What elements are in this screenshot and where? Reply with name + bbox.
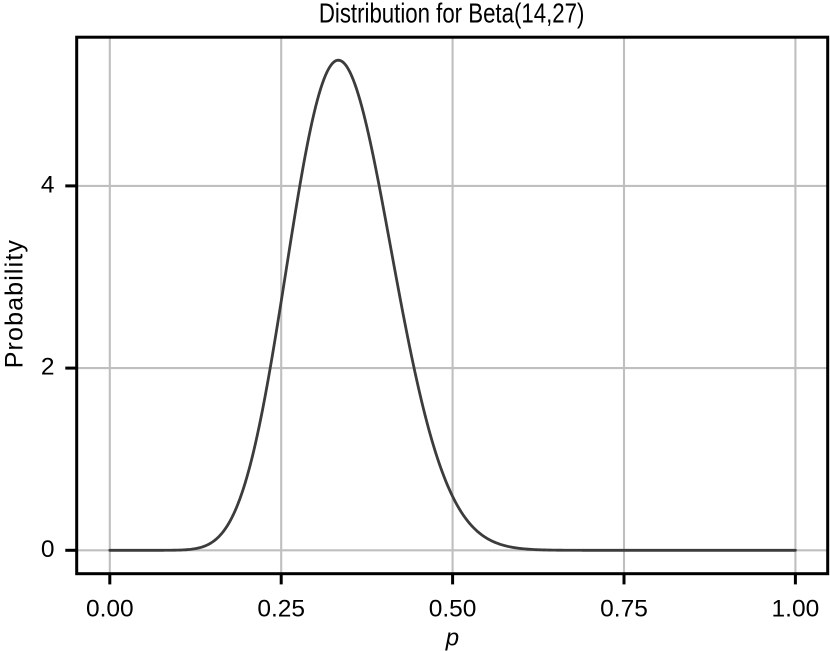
svg-text:0.50: 0.50 [429,595,477,622]
svg-text:0: 0 [41,536,55,563]
svg-text:0.75: 0.75 [600,595,648,622]
svg-text:Probability: Probability [1,239,29,368]
svg-text:p: p [445,625,459,651]
svg-text:0.00: 0.00 [86,595,134,622]
svg-text:4: 4 [41,171,55,198]
svg-text:Distribution for Beta(14,27): Distribution for Beta(14,27) [319,0,585,29]
svg-text:2: 2 [41,354,55,381]
svg-text:1.00: 1.00 [772,595,820,622]
svg-text:0.25: 0.25 [257,595,305,622]
